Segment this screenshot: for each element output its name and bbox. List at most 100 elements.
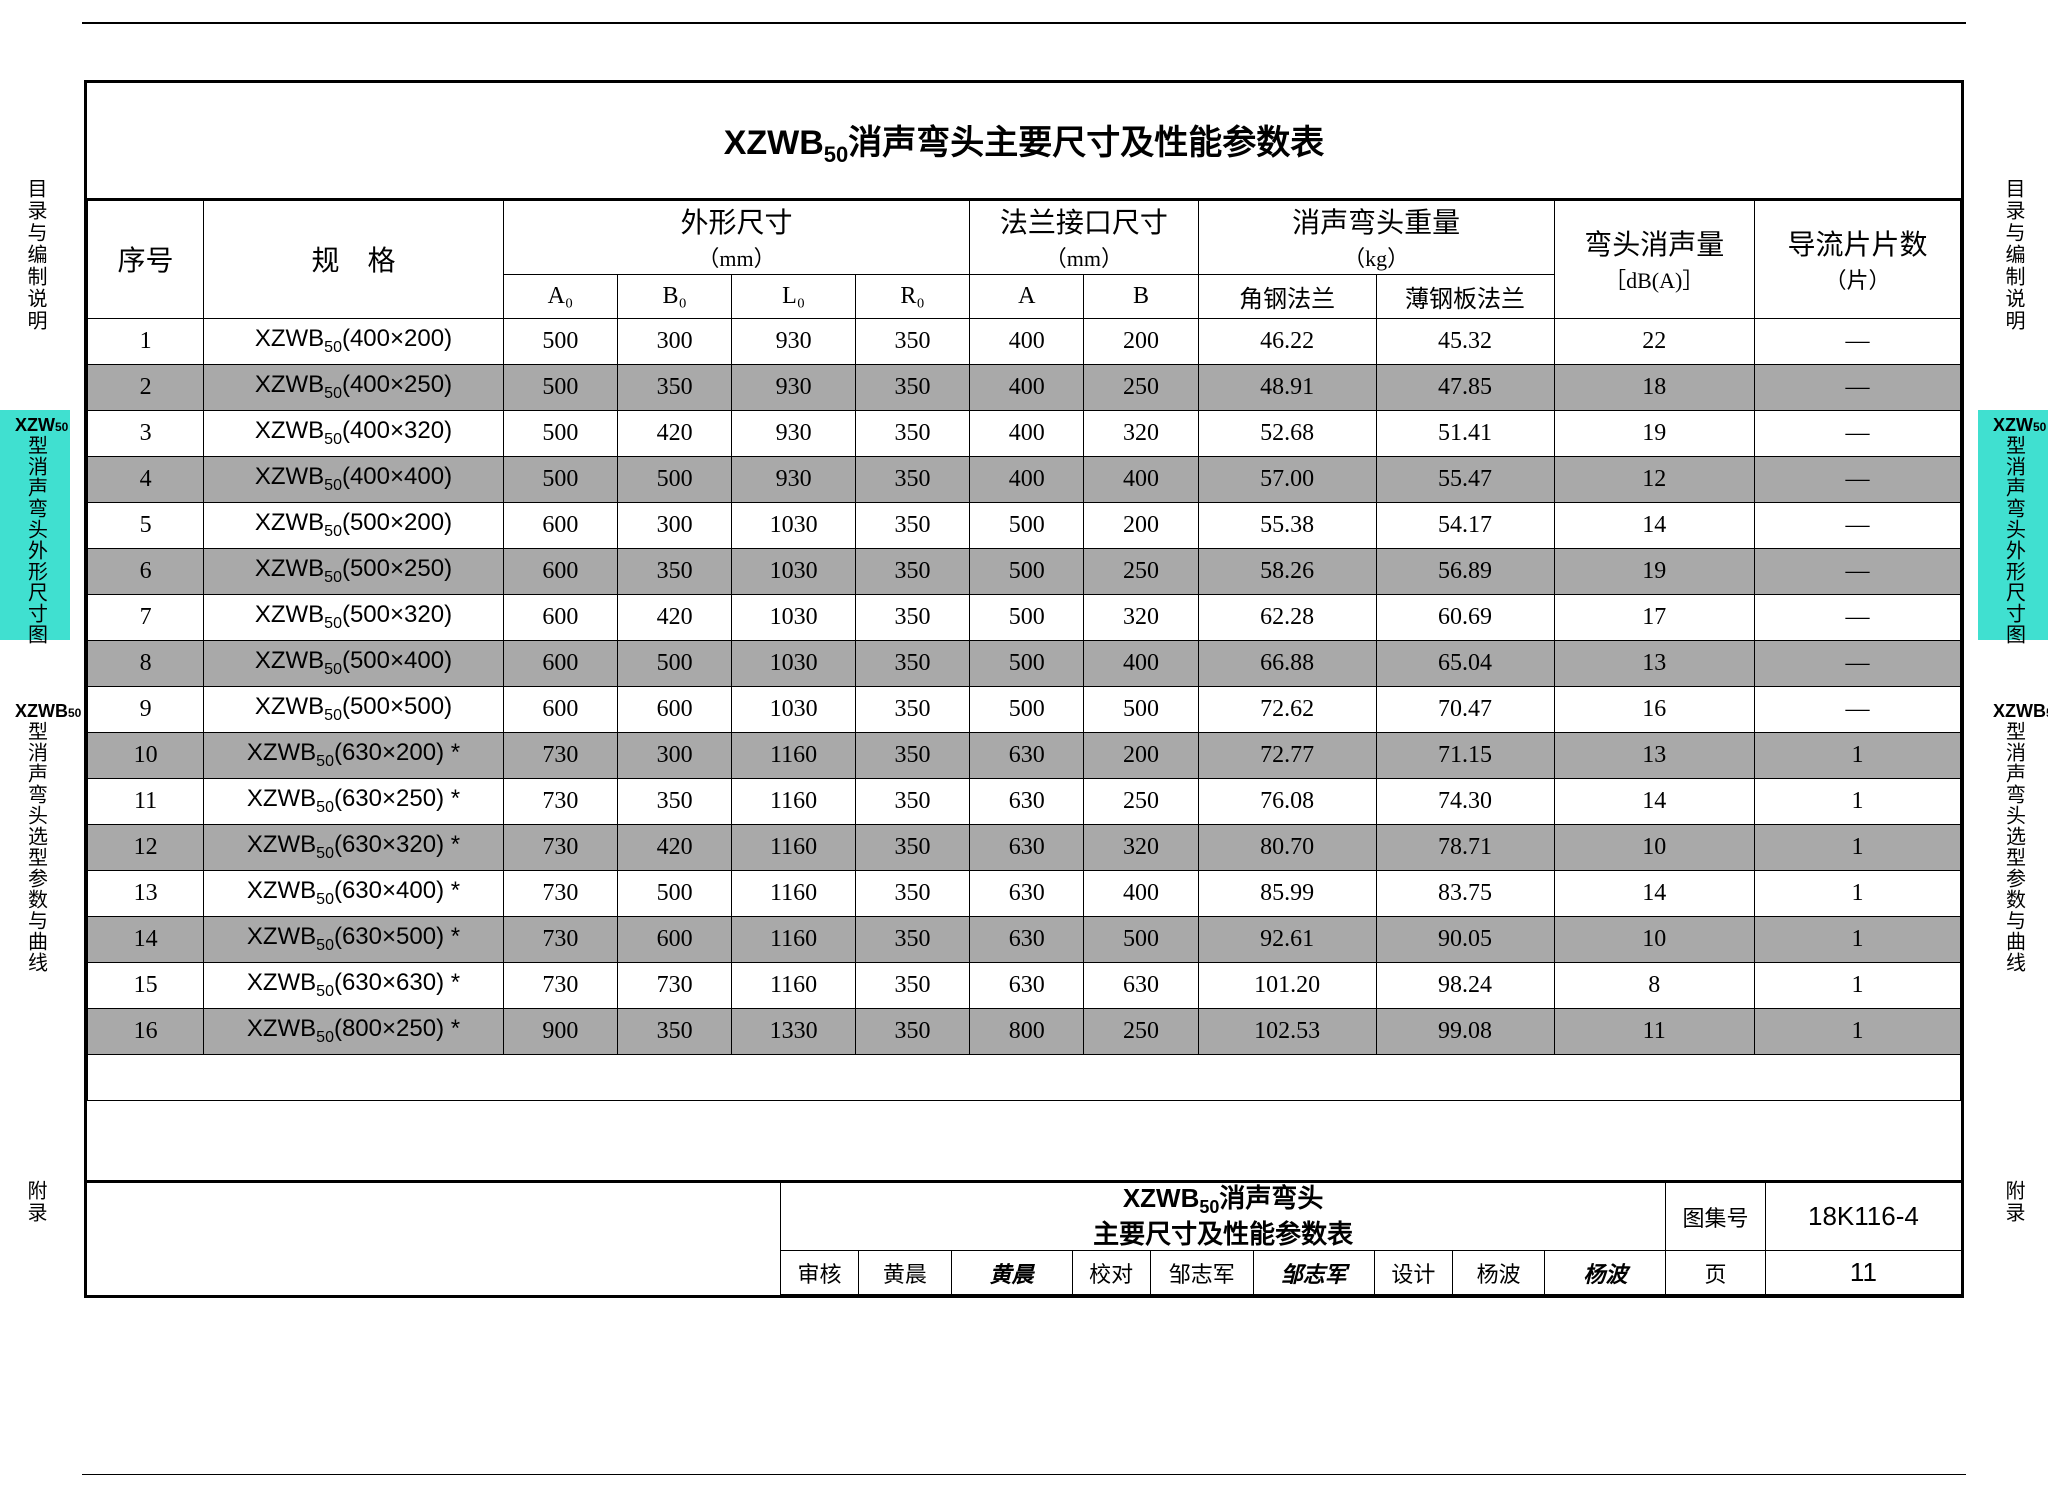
table-cell: 500 [503, 456, 617, 502]
table-cell: 350 [855, 732, 969, 778]
table-cell: 6 [88, 548, 204, 594]
table-cell: 70.47 [1376, 686, 1554, 732]
table-cell: — [1754, 594, 1960, 640]
check-label: 校对 [1072, 1251, 1150, 1295]
table-cell: 600 [503, 548, 617, 594]
table-cell: 80.70 [1198, 824, 1376, 870]
page-title: XZWB50消声弯头主要尺寸及性能参数表 [87, 83, 1961, 200]
table-cell: 1160 [732, 916, 856, 962]
table-cell: 350 [855, 870, 969, 916]
table-cell: XZWB50(400×400) [204, 456, 504, 502]
side-sec1-label: 目录与编制说明 [24, 178, 46, 332]
table-cell: 250 [1084, 778, 1198, 824]
table-cell: 200 [1084, 502, 1198, 548]
table-cell: XZWB50(630×320) * [204, 824, 504, 870]
table-cell: 500 [503, 364, 617, 410]
table-cell: 19 [1554, 410, 1754, 456]
side-sec3-r-label: XZWB50 型消声弯头选型参数与曲线 [1993, 702, 2033, 978]
table-cell: 600 [503, 502, 617, 548]
table-cell: 350 [855, 824, 969, 870]
table-cell: XZWB50(500×250) [204, 548, 504, 594]
table-cell: 10 [88, 732, 204, 778]
table-cell: 22 [1554, 318, 1754, 364]
right-sidebar: 目录与编制说明 XZW50 型消声弯头外形尺寸图 XZWB50 型消声弯头选型参… [1978, 0, 2048, 1497]
table-cell: 5 [88, 502, 204, 548]
table-cell: 3 [88, 410, 204, 456]
design-name: 杨波 [1452, 1251, 1544, 1295]
table-cell: 500 [618, 640, 732, 686]
table-cell: 19 [1554, 548, 1754, 594]
table-cell: 420 [618, 594, 732, 640]
th-flange: 法兰接口尺寸（mm） [970, 200, 1199, 274]
table-cell: 350 [855, 916, 969, 962]
th-a0: A₀ [503, 274, 617, 318]
spec-tbody: 1XZWB50(400×200)50030093035040020046.224… [88, 318, 1961, 1100]
table-cell: 58.26 [1198, 548, 1376, 594]
table-cell: 8 [1554, 962, 1754, 1008]
table-cell: 46.22 [1198, 318, 1376, 364]
table-cell: 600 [618, 686, 732, 732]
table-cell: — [1754, 640, 1960, 686]
table-cell: 350 [855, 594, 969, 640]
review-sig: 黄晨 [951, 1251, 1072, 1295]
th-a: A [970, 274, 1084, 318]
table-cell: 930 [732, 364, 856, 410]
table-cell: 1030 [732, 640, 856, 686]
table-cell: 300 [618, 732, 732, 778]
table-row: 9XZWB50(500×500)600600103035050050072.62… [88, 686, 1961, 732]
table-cell: 400 [970, 364, 1084, 410]
table-row: 7XZWB50(500×320)600420103035050032062.28… [88, 594, 1961, 640]
page: 目录与编制说明 XZW50 型消声弯头外形尺寸图 XZWB50 型消声弯头选型参… [0, 0, 2048, 1497]
table-cell: 930 [732, 410, 856, 456]
table-cell: 98.24 [1376, 962, 1554, 1008]
table-cell: 350 [618, 364, 732, 410]
side-sec2: XZW50 型消声弯头外形尺寸图 [0, 410, 70, 640]
table-cell: — [1754, 364, 1960, 410]
table-cell: 320 [1084, 824, 1198, 870]
check-sig: 邹志军 [1253, 1251, 1374, 1295]
table-cell: XZWB50(400×200) [204, 318, 504, 364]
table-cell: 18 [1554, 364, 1754, 410]
table-cell: 45.32 [1376, 318, 1554, 364]
table-cell: 14 [1554, 870, 1754, 916]
table-cell: 350 [618, 1008, 732, 1054]
table-cell: 400 [1084, 870, 1198, 916]
side-sec4-label: 附录 [24, 1180, 46, 1224]
table-cell: 1160 [732, 824, 856, 870]
setno-label: 图集号 [1666, 1183, 1766, 1251]
side-sec4: 附录 [0, 1150, 70, 1320]
table-cell: 1030 [732, 594, 856, 640]
main-frame: XZWB50消声弯头主要尺寸及性能参数表 序号 规 格 外形尺寸（mm） 法兰接… [84, 80, 1964, 1298]
side-sec2-label: XZW50 型消声弯头外形尺寸图 [15, 416, 55, 650]
table-cell: 17 [1554, 594, 1754, 640]
side-sec2-r: XZW50 型消声弯头外形尺寸图 [1978, 410, 2048, 640]
table-cell: 420 [618, 410, 732, 456]
table-cell: 350 [855, 1008, 969, 1054]
table-cell: 57.00 [1198, 456, 1376, 502]
table-cell: 600 [503, 594, 617, 640]
table-cell: 4 [88, 456, 204, 502]
table-cell: 350 [618, 548, 732, 594]
table-cell: 11 [1554, 1008, 1754, 1054]
table-cell: — [1754, 318, 1960, 364]
table-cell: 92.61 [1198, 916, 1376, 962]
table-cell: 250 [1084, 364, 1198, 410]
th-vanes: 导流片片数（片） [1754, 200, 1960, 318]
table-cell: 500 [503, 410, 617, 456]
table-cell: 1330 [732, 1008, 856, 1054]
table-cell: 300 [618, 318, 732, 364]
table-cell: 400 [970, 456, 1084, 502]
th-atten: 弯头消声量［dB(A)］ [1554, 200, 1754, 318]
table-cell: 600 [503, 686, 617, 732]
table-cell: 51.41 [1376, 410, 1554, 456]
table-cell: 12 [88, 824, 204, 870]
table-cell: XZWB50(500×200) [204, 502, 504, 548]
table-row: 13XZWB50(630×400) *730500116035063040085… [88, 870, 1961, 916]
table-cell: 10 [1554, 824, 1754, 870]
table-cell: XZWB50(500×500) [204, 686, 504, 732]
table-cell: 66.88 [1198, 640, 1376, 686]
table-cell: 102.53 [1198, 1008, 1376, 1054]
table-cell: 55.47 [1376, 456, 1554, 502]
table-cell: 300 [618, 502, 732, 548]
side-sec3-label: XZWB50 型消声弯头选型参数与曲线 [15, 702, 55, 978]
